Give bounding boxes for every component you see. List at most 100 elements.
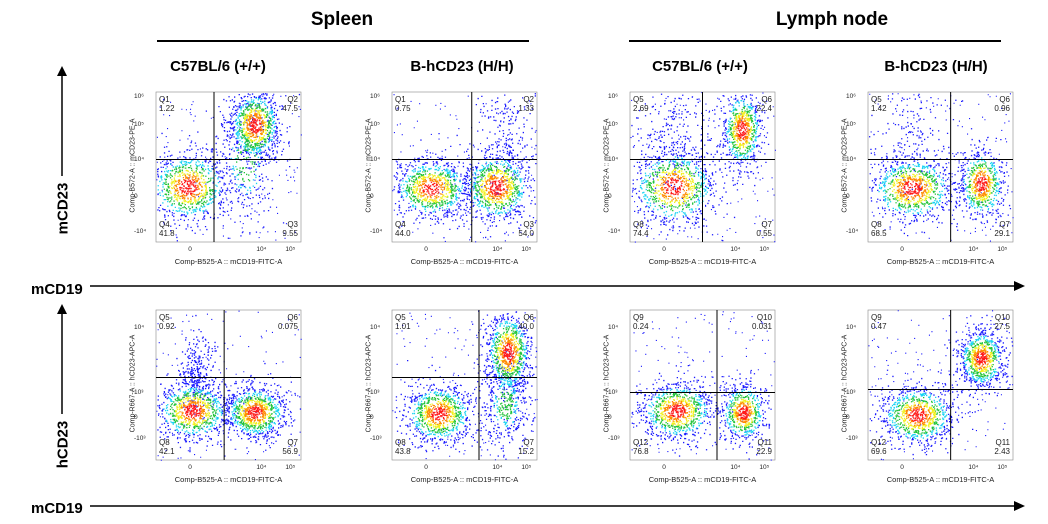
flow-plot-panel: Q5 1.01 Q6 40.0 Q7 15.2 Q8 43.8 Comp-R667-A :: h… <box>366 309 547 490</box>
y-axis-title-row2: hCD23 <box>54 420 72 469</box>
y-axis-arrow-row1 <box>57 66 67 176</box>
quadrant-label: Q9 0.24 <box>633 313 649 331</box>
x-axis-arrow-row1 <box>90 281 1025 291</box>
panel-x-label: Comp-B525-A :: mCD19-FITC-A <box>174 257 283 266</box>
quadrant-name: Q11 <box>995 438 1010 447</box>
scatter-plot <box>629 309 776 461</box>
density-layer-cyan <box>648 388 762 436</box>
panel-x-label: Comp-B525-A :: mCD19-FITC-A <box>648 257 757 266</box>
scatter-plot <box>391 91 538 243</box>
quadrant-name: Q11 <box>757 438 772 447</box>
x-tick-label: 10⁴ <box>492 246 503 253</box>
quadrant-name: Q5 <box>159 313 170 322</box>
x-axis-arrow-row2 <box>90 501 1025 511</box>
quadrant-percent: 74.4 <box>633 229 649 238</box>
y-tick-label: -10⁴ <box>846 227 859 235</box>
y-tick-label: 10⁴ <box>370 324 381 331</box>
column-title: B-hCD23 (H/H) <box>884 58 988 75</box>
y-tick-label: 10⁵ <box>134 121 144 128</box>
quadrant-name: Q8 <box>395 438 406 447</box>
x-tick-label: 0 <box>662 246 666 253</box>
quadrant-name: Q9 <box>871 313 882 322</box>
x-tick-label: 10⁵ <box>759 464 770 471</box>
quadrant-label: Q2 1.33 <box>504 95 534 113</box>
quadrant-name: Q6 <box>999 95 1010 104</box>
quadrant-label: Q6 0.075 <box>268 313 298 331</box>
event-dots <box>630 92 776 243</box>
density-layer-blue <box>156 93 302 242</box>
x-tick-label: 0 <box>424 464 428 471</box>
quadrant-name: Q6 <box>523 313 534 322</box>
y-tick-label: 10⁵ <box>370 121 380 128</box>
quadrant-percent: 1.33 <box>518 104 534 113</box>
density-layer-red <box>668 404 750 420</box>
quadrant-label: Q5 1.01 <box>395 313 411 331</box>
density-layer-orange <box>418 175 510 201</box>
quadrant-percent: 15.2 <box>518 447 534 456</box>
scatter-plot <box>155 91 302 243</box>
scatter-plot <box>867 309 1014 461</box>
quadrant-percent: 42.1 <box>159 447 175 456</box>
x-tick-label: 10⁴ <box>730 246 741 253</box>
quadrant-label: Q7 15.2 <box>504 438 534 456</box>
quadrant-label: Q5 0.92 <box>159 313 175 331</box>
x-tick-label: 10⁴ <box>256 246 267 253</box>
column-title: B-hCD23 (H/H) <box>410 58 514 75</box>
x-tick-label: 10⁵ <box>521 246 532 253</box>
quadrant-label: Q11 22.9 <box>742 438 772 456</box>
quadrant-percent: 2.69 <box>633 104 649 113</box>
quadrant-percent: 40.0 <box>518 322 534 331</box>
x-tick-label: 10⁵ <box>285 464 296 471</box>
quadrant-percent: 0.55 <box>756 229 772 238</box>
x-tick-label: 10⁵ <box>997 464 1008 471</box>
density-layer-green <box>405 164 520 210</box>
y-tick-label: 10⁶ <box>608 92 618 100</box>
y-tick-label: 10³ <box>608 388 618 396</box>
group-title-spleen: Spleen <box>310 9 374 30</box>
y-tick-label: 0 <box>846 414 850 421</box>
quadrant-name: Q10 <box>994 313 1010 322</box>
x-tick-label: 10⁵ <box>521 464 532 471</box>
y-tick-label: 10⁵ <box>846 121 856 128</box>
event-dots <box>869 93 1014 242</box>
y-tick-label: 10⁵ <box>608 121 618 128</box>
scatter-plot <box>629 91 776 243</box>
y-tick-label: 10³ <box>846 388 856 396</box>
y-tick-label: 0 <box>608 414 612 421</box>
density-layer-cyan <box>639 100 759 217</box>
y-tick-label: 0 <box>370 414 374 421</box>
quadrant-label: Q2 47.5 <box>268 95 298 113</box>
quadrant-name: Q12 <box>633 438 649 447</box>
flow-plot-panel: Q9 0.47 Q10 27.5 Q11 2.43 Q12 69.6 Comp-R667-A :… <box>842 309 1023 490</box>
quadrant-name: Q4 <box>395 220 406 229</box>
quadrant-name: Q6 <box>287 313 298 322</box>
panel-x-label: Comp-B525-A :: mCD19-FITC-A <box>174 475 283 484</box>
quadrant-label: Q8 68.5 <box>871 220 887 238</box>
density-layer-green <box>894 340 997 435</box>
density-layer-yellow <box>659 396 756 427</box>
flow-plot-panel: Q5 0.92 Q6 0.075 Q7 56.9 Q8 42.1 Comp-R667-A :: … <box>130 309 311 490</box>
quadrant-percent: 0.92 <box>159 322 175 331</box>
column-title: C57BL/6 (+/+) <box>652 58 748 75</box>
density-layer-orange <box>663 400 753 424</box>
quadrant-name: Q3 <box>523 220 534 229</box>
quadrant-label: Q11 2.43 <box>980 438 1010 456</box>
quadrant-percent: 0.075 <box>277 322 298 331</box>
quadrant-label: Q8 74.4 <box>633 220 649 238</box>
x-tick-label: 0 <box>900 246 904 253</box>
y-tick-label: 10⁴ <box>608 324 619 331</box>
quadrant-percent: 22.4 <box>756 104 772 113</box>
quadrant-percent: 47.5 <box>282 104 298 113</box>
quadrant-name: Q1 <box>159 95 170 104</box>
quadrant-name: Q12 <box>871 438 887 447</box>
quadrant-label: Q12 76.8 <box>633 438 649 456</box>
panel-y-label: Comp-B572-A :: mCD23-PE-A <box>603 118 611 213</box>
quadrant-name: Q8 <box>871 220 882 229</box>
quadrant-percent: 69.6 <box>871 447 887 456</box>
quadrant-percent: 43.8 <box>395 447 411 456</box>
y-tick-label: 10⁶ <box>370 92 380 100</box>
density-layer-yellow <box>412 169 515 204</box>
density-layer-cyan <box>157 97 276 215</box>
x-axis-title-row1: mCD19 <box>31 281 83 298</box>
quadrant-percent: 0.96 <box>994 104 1010 113</box>
